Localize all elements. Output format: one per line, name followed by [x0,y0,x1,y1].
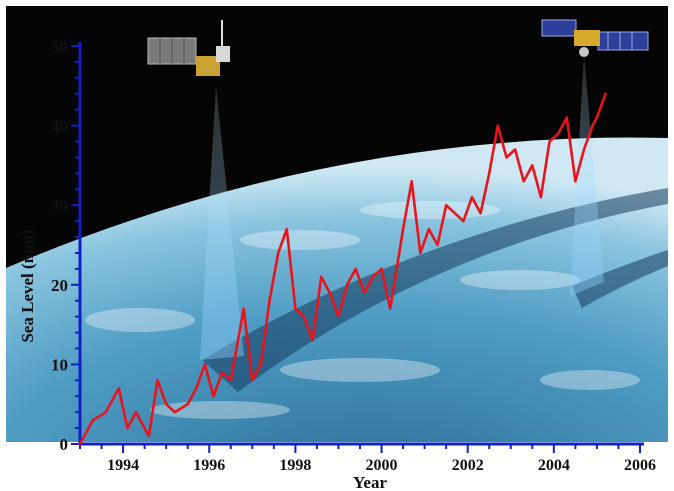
y-tick-label: 40 [51,117,68,136]
satellite-beam-2 [570,56,604,296]
y-tick-label: 50 [51,37,68,56]
x-tick-label: 1996 [193,457,225,474]
satellite-icon [147,20,230,76]
sea-level-series [78,92,607,446]
x-tick-label: 2002 [452,457,484,474]
y-tick-label: 10 [51,355,68,374]
x-axis-title: Year [353,473,387,491]
x-tick-label: 2000 [366,457,398,474]
sea-level-line [78,92,607,446]
ground-track-swath-2 [572,250,668,308]
ground-track-swath-1 [202,188,668,392]
satellite-icon [541,19,649,57]
x-tick-label: 1998 [279,457,311,474]
y-axis-ticks: 0 10 20 30 40 50 [51,37,80,454]
satellite-beam-1 [200,86,244,360]
x-tick-label: 1994 [107,457,139,474]
y-tick-label: 30 [51,196,68,215]
x-axis-ticks: 1994 1996 1998 2000 2002 2004 2006 [79,444,656,474]
x-tick-label: 2006 [624,457,656,474]
y-tick-label: 20 [51,276,68,295]
y-axis-title: Sea Level (mm) [18,229,37,342]
y-tick-label: 0 [60,435,69,454]
x-tick-label: 2004 [538,457,570,474]
